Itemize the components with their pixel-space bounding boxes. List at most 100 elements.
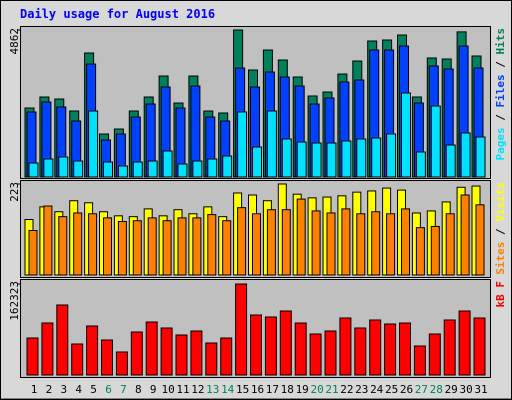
bar <box>473 317 486 376</box>
bar <box>177 217 187 276</box>
bar <box>341 208 351 276</box>
x-tick-label: 26 <box>400 383 413 396</box>
bar <box>356 213 366 276</box>
bar <box>43 158 54 178</box>
x-tick-label: 5 <box>90 383 97 396</box>
x-tick-label: 13 <box>206 383 219 396</box>
legend-entry: Sites <box>494 242 507 275</box>
bar <box>73 160 84 178</box>
bar <box>311 210 321 276</box>
bar <box>56 304 69 376</box>
bar <box>147 160 158 178</box>
bar <box>252 146 262 178</box>
legend: Sites / Visits <box>494 182 507 275</box>
x-tick-label: 28 <box>430 383 443 396</box>
bar <box>28 162 39 178</box>
bar <box>399 322 411 376</box>
bar <box>147 217 157 276</box>
legend-entry: Files <box>494 74 507 107</box>
bar <box>266 110 277 178</box>
bar <box>88 110 99 178</box>
bar <box>222 155 233 178</box>
bar <box>252 213 261 276</box>
y-tick-label: 4862 <box>8 28 21 55</box>
bar <box>132 220 142 276</box>
x-tick-label: 23 <box>355 383 368 396</box>
bar <box>428 333 441 376</box>
y-tick-label: 223 <box>8 182 21 202</box>
bar <box>443 319 456 376</box>
bar <box>162 220 172 276</box>
x-tick-label: 1 <box>31 383 38 396</box>
legend-entry: Visits <box>494 182 507 222</box>
bar <box>205 342 218 376</box>
bar <box>132 161 143 178</box>
bar <box>207 158 218 178</box>
bar <box>264 316 277 376</box>
legend-entry: Hits <box>494 28 507 55</box>
bar <box>309 333 322 376</box>
x-tick-label: 25 <box>385 383 398 396</box>
bar <box>296 198 306 276</box>
bar <box>237 207 247 276</box>
bar <box>294 322 307 376</box>
x-tick-label: 15 <box>236 383 249 396</box>
legend-separator: / <box>494 222 507 242</box>
bar <box>445 213 455 276</box>
x-tick-label: 8 <box>135 383 142 396</box>
bar <box>475 136 486 178</box>
bar <box>177 163 188 178</box>
bar <box>43 205 53 276</box>
x-tick-label: 17 <box>266 383 279 396</box>
x-tick-label: 9 <box>150 383 157 396</box>
bar <box>101 339 113 376</box>
x-tick-label: 20 <box>310 383 323 396</box>
bar <box>207 214 217 276</box>
bar <box>160 327 173 376</box>
bar <box>235 283 248 376</box>
legend-entry: Pages <box>494 127 507 160</box>
x-tick-label: 7 <box>120 383 127 396</box>
bar <box>237 111 248 178</box>
bar <box>326 142 337 178</box>
x-tick-label: 19 <box>296 383 309 396</box>
bar <box>117 165 128 178</box>
legend-separator: / <box>494 55 507 75</box>
bar <box>339 317 352 376</box>
bar <box>145 321 158 376</box>
x-tick-label: 21 <box>325 383 338 396</box>
bar <box>386 133 397 178</box>
legend-separator: / <box>494 108 507 128</box>
bar <box>369 319 382 376</box>
bar <box>41 322 54 376</box>
x-tick-label: 22 <box>340 383 353 396</box>
bar <box>279 310 292 376</box>
bar <box>458 310 471 376</box>
bar <box>88 213 98 276</box>
bar <box>26 337 39 376</box>
bar <box>115 351 128 376</box>
bar <box>117 221 127 276</box>
legend-entry: kB F <box>494 281 507 308</box>
bar <box>371 211 381 276</box>
bar <box>162 150 173 178</box>
bar <box>326 212 336 276</box>
x-tick-label: 27 <box>415 383 428 396</box>
bar <box>445 144 456 178</box>
x-tick-label: 4 <box>75 383 82 396</box>
bar <box>192 160 203 178</box>
x-tick-label: 30 <box>459 383 472 396</box>
bar <box>103 217 112 276</box>
bar <box>460 132 471 178</box>
y-tick-label: 162323 <box>8 281 21 321</box>
bar <box>130 331 143 376</box>
bar <box>296 141 307 178</box>
x-tick-label: 10 <box>161 383 174 396</box>
bar <box>222 220 232 276</box>
bar <box>58 216 68 276</box>
x-tick-label: 31 <box>474 383 487 396</box>
x-tick-label: 12 <box>191 383 204 396</box>
bar <box>175 334 188 376</box>
bar <box>311 142 322 178</box>
